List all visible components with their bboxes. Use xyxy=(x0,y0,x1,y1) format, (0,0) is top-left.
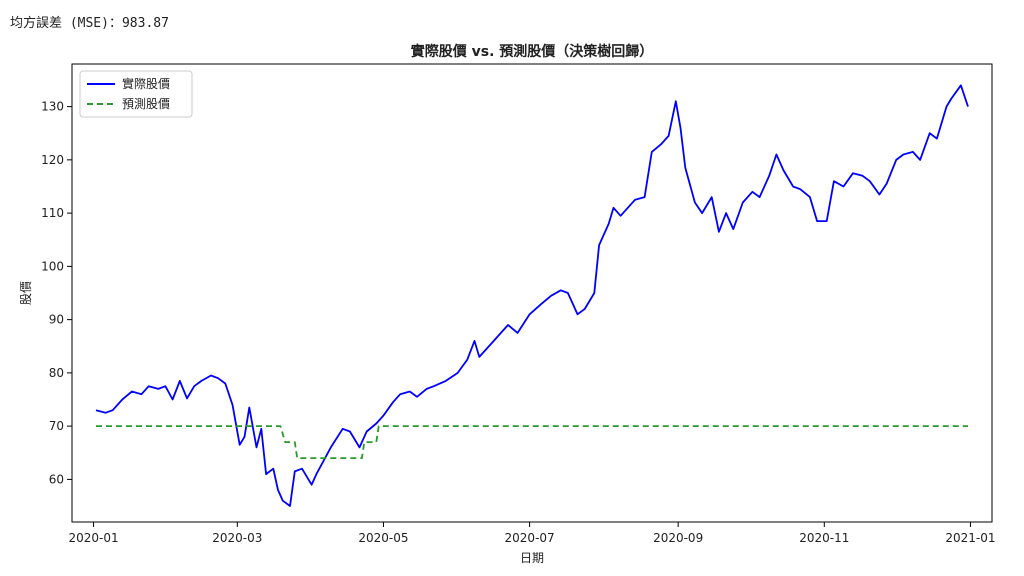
y-tick-label: 130 xyxy=(41,100,64,114)
x-axis-title: 日期 xyxy=(520,551,544,565)
y-tick-label: 120 xyxy=(41,153,64,167)
y-axis-title: 股價 xyxy=(19,281,33,305)
legend: 實際股價 預測股價 xyxy=(79,70,193,118)
x-tick-label: 2020-11 xyxy=(799,531,849,545)
legend-label-predicted: 預測股價 xyxy=(122,97,170,111)
plot-area xyxy=(71,63,993,523)
series-line-actual xyxy=(95,84,969,507)
x-tick-label: 2020-05 xyxy=(358,531,408,545)
legend-label-actual: 實際股價 xyxy=(122,76,170,91)
chart-title: 實際股價 vs. 預測股價（決策樹回歸） xyxy=(411,43,654,60)
y-axis-ticks: 60 70 80 90 100 110 120 130 xyxy=(41,100,72,486)
x-tick-label: 2020-09 xyxy=(653,531,703,545)
x-tick-label: 2020-03 xyxy=(212,531,262,545)
x-tick-label: 2020-07 xyxy=(505,531,555,545)
x-tick-label: 2020-01 xyxy=(68,531,118,545)
series-line-predicted xyxy=(96,425,968,460)
y-tick-label: 110 xyxy=(41,206,64,220)
legend-box xyxy=(79,70,193,118)
chart-lines xyxy=(95,84,969,507)
y-tick-label: 100 xyxy=(41,259,64,273)
y-tick-label: 80 xyxy=(49,366,64,380)
x-tick-label: 2021-01 xyxy=(945,531,995,545)
x-axis-ticks: 2020-01 2020-03 2020-05 2020-07 2020-09 2020-… xyxy=(68,522,996,545)
y-tick-label: 70 xyxy=(49,419,64,433)
mse-text: 均方誤差 (MSE)：983.87 xyxy=(10,16,169,31)
y-tick-label: 60 xyxy=(49,472,64,486)
y-tick-label: 90 xyxy=(49,313,64,327)
